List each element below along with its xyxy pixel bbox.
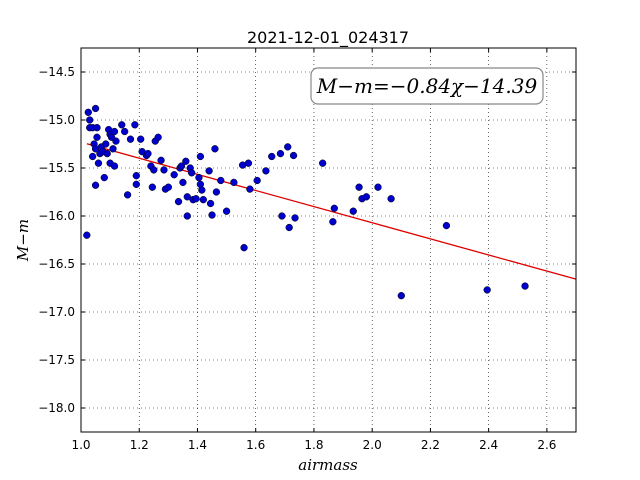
- data-point: [245, 160, 252, 167]
- data-point: [284, 143, 291, 150]
- data-point: [206, 167, 213, 174]
- x-tick-label: 1.8: [304, 438, 323, 452]
- data-point: [127, 136, 134, 143]
- data-point: [95, 160, 102, 167]
- x-axis-label: airmass: [298, 456, 358, 474]
- data-point: [131, 121, 138, 128]
- data-point: [290, 152, 297, 159]
- data-point: [350, 208, 357, 215]
- data-point: [149, 184, 156, 191]
- data-point: [137, 136, 144, 143]
- data-point: [268, 153, 275, 160]
- data-point: [89, 153, 96, 160]
- data-point: [200, 196, 207, 203]
- data-point: [246, 186, 253, 193]
- data-point: [209, 212, 216, 219]
- data-point: [182, 158, 189, 165]
- data-point: [92, 182, 99, 189]
- data-point: [133, 172, 140, 179]
- data-point: [111, 128, 118, 135]
- data-point: [319, 160, 326, 167]
- data-point: [101, 174, 108, 181]
- data-point: [180, 179, 187, 186]
- y-tick-label: −16.0: [38, 209, 75, 223]
- data-point: [292, 215, 299, 222]
- data-point: [158, 157, 165, 164]
- data-point: [363, 193, 370, 200]
- data-point: [171, 171, 178, 178]
- data-point: [277, 150, 284, 157]
- y-tick-label: −16.5: [38, 257, 75, 271]
- x-tick-label: 2.0: [363, 438, 382, 452]
- y-axis-label: M−m: [14, 219, 32, 262]
- data-point: [398, 292, 405, 299]
- data-point: [83, 232, 90, 239]
- data-point: [193, 195, 200, 202]
- data-point: [184, 213, 191, 220]
- data-point: [94, 124, 101, 131]
- x-tick-label: 2.6: [537, 438, 556, 452]
- data-point: [150, 167, 157, 174]
- fit-annotation: M−m=−0.84χ−14.39: [311, 68, 543, 104]
- data-point: [388, 195, 395, 202]
- data-point: [198, 187, 205, 194]
- data-point: [175, 198, 182, 205]
- x-tick-label: 1.6: [246, 438, 265, 452]
- data-point: [279, 213, 286, 220]
- data-point: [86, 117, 93, 124]
- y-tick-label: −15.0: [38, 113, 75, 127]
- data-point: [212, 145, 219, 152]
- data-point: [161, 167, 168, 174]
- y-tick-label: −15.5: [38, 161, 75, 175]
- data-point: [145, 150, 152, 157]
- data-point: [329, 218, 336, 225]
- data-point: [375, 184, 382, 191]
- data-point: [197, 153, 204, 160]
- data-point: [113, 138, 120, 145]
- data-point: [92, 105, 99, 112]
- data-point: [286, 224, 293, 231]
- chart-title: 2021-12-01_024317: [247, 28, 409, 48]
- y-tick-label: −18.0: [38, 401, 75, 415]
- data-point: [196, 174, 203, 181]
- data-point: [155, 134, 162, 141]
- data-point: [133, 181, 140, 188]
- y-tick-label: −14.5: [38, 65, 75, 79]
- data-point: [207, 200, 214, 207]
- data-point: [165, 184, 172, 191]
- y-tick-label: −17.5: [38, 353, 75, 367]
- data-point: [522, 283, 529, 290]
- data-point: [102, 141, 109, 148]
- data-point: [262, 167, 269, 174]
- data-point: [230, 179, 237, 186]
- data-point: [121, 128, 128, 135]
- x-tick-label: 1.4: [188, 438, 207, 452]
- data-point: [223, 208, 230, 215]
- y-tick-label: −17.0: [38, 305, 75, 319]
- data-point: [241, 244, 248, 251]
- data-point: [443, 222, 450, 229]
- data-point: [254, 177, 261, 184]
- data-point: [110, 145, 117, 152]
- data-point: [331, 205, 338, 212]
- x-tick-label: 1.0: [71, 438, 90, 452]
- data-point: [94, 134, 101, 141]
- x-tick-label: 2.2: [421, 438, 440, 452]
- data-point: [484, 287, 491, 294]
- x-tick-label: 2.4: [479, 438, 498, 452]
- data-point: [104, 150, 111, 157]
- data-point: [217, 177, 224, 184]
- data-point: [188, 169, 195, 176]
- data-point: [118, 121, 125, 128]
- x-tick-label: 1.2: [130, 438, 149, 452]
- data-point: [124, 191, 131, 198]
- data-point: [85, 109, 92, 116]
- data-point: [213, 189, 220, 196]
- data-point: [111, 163, 118, 170]
- data-point: [356, 184, 363, 191]
- annotation-text: M−m=−0.84χ−14.39: [316, 74, 538, 98]
